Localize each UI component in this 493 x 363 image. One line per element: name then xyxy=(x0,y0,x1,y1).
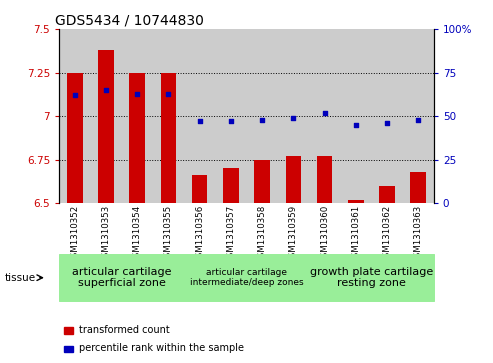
Text: percentile rank within the sample: percentile rank within the sample xyxy=(79,343,244,354)
Text: growth plate cartilage
resting zone: growth plate cartilage resting zone xyxy=(310,267,433,289)
Point xyxy=(289,115,297,121)
Bar xyxy=(161,73,176,203)
Bar xyxy=(192,175,208,203)
Point xyxy=(258,117,266,123)
Point xyxy=(133,91,141,97)
Bar xyxy=(403,29,434,203)
Point xyxy=(352,122,360,128)
Bar xyxy=(98,50,114,203)
Bar xyxy=(59,29,90,203)
Bar xyxy=(371,29,403,203)
Point xyxy=(227,118,235,124)
Bar xyxy=(246,29,278,203)
Bar xyxy=(223,168,239,203)
Point xyxy=(102,87,110,93)
Text: tissue: tissue xyxy=(5,273,36,283)
Bar xyxy=(90,29,122,203)
Bar xyxy=(278,29,309,203)
Bar xyxy=(309,29,340,203)
Bar xyxy=(122,29,153,203)
Point xyxy=(196,118,204,124)
Bar xyxy=(340,29,371,203)
Bar xyxy=(410,172,426,203)
Point xyxy=(320,110,328,115)
Bar xyxy=(184,29,215,203)
Bar xyxy=(285,156,301,203)
Text: articular cartilage
superficial zone: articular cartilage superficial zone xyxy=(72,267,172,289)
Bar xyxy=(379,186,395,203)
Bar xyxy=(317,156,332,203)
Point xyxy=(165,91,173,97)
Bar xyxy=(215,29,246,203)
Text: articular cartilage
intermediate/deep zones: articular cartilage intermediate/deep zo… xyxy=(190,268,303,287)
Text: GDS5434 / 10744830: GDS5434 / 10744830 xyxy=(55,14,204,28)
Bar xyxy=(254,160,270,203)
Bar xyxy=(67,73,83,203)
Bar xyxy=(348,200,363,203)
Bar xyxy=(153,29,184,203)
Point xyxy=(383,120,391,126)
Point xyxy=(414,117,422,123)
Bar xyxy=(129,73,145,203)
Text: transformed count: transformed count xyxy=(79,325,170,335)
Point xyxy=(71,92,79,98)
